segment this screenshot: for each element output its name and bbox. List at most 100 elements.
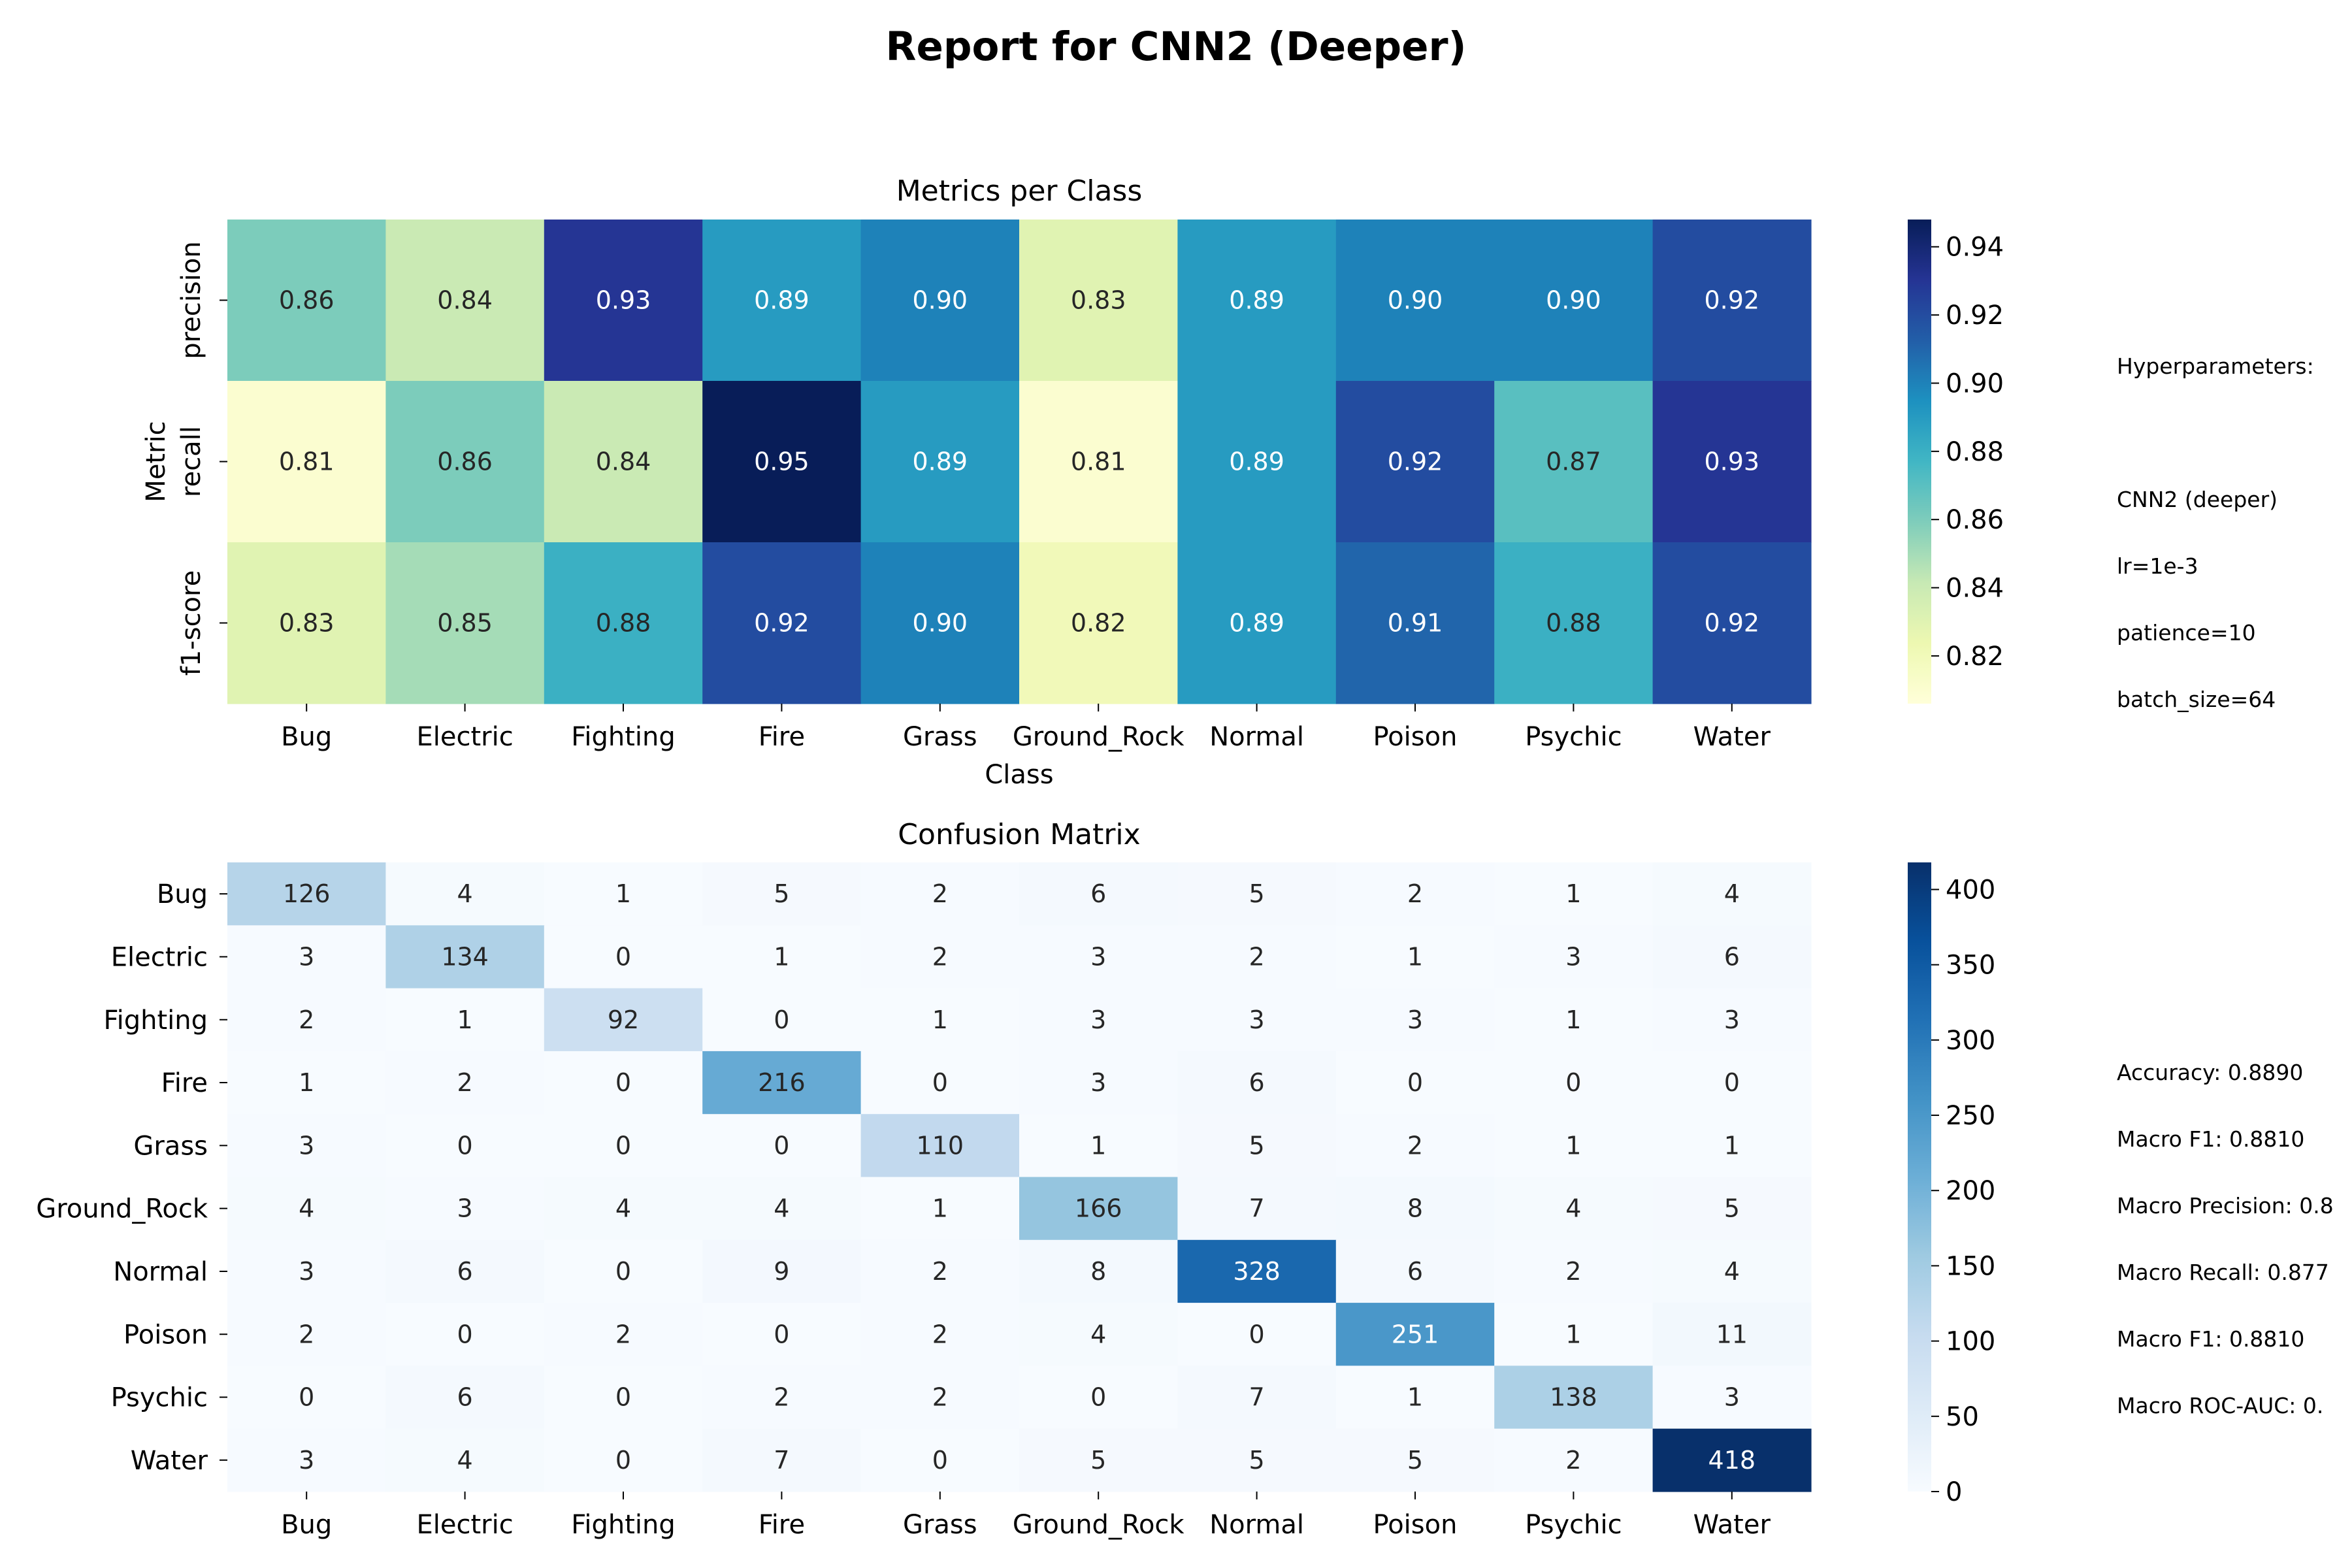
cell-value-label: 5: [1724, 1194, 1740, 1223]
cell-value-label: 0: [615, 1131, 631, 1160]
heatmap-cell: [860, 1303, 1020, 1366]
heatmap-cell: [860, 381, 1020, 543]
heatmap-cell: [860, 862, 1020, 926]
colorbar-tick-label: 0.92: [1946, 301, 2004, 331]
cell-value-label: 5: [1249, 1131, 1265, 1160]
cell-value-label: 1: [1565, 1131, 1581, 1160]
hyperparameters-header: Hyperparameters:: [2117, 353, 2314, 379]
heatmap-cell: [544, 542, 703, 704]
heatmap-cell: [1652, 862, 1812, 926]
heatmap-cell: [1494, 1303, 1654, 1366]
cell-value-label: 0: [774, 1005, 789, 1034]
x-tick-label: Normal: [1209, 722, 1304, 752]
heatmap-cell: [1652, 925, 1812, 989]
cell-value-label: 1: [1407, 1383, 1423, 1412]
cell-value-label: 2: [299, 1320, 314, 1348]
x-tick-label: Electric: [416, 1510, 513, 1540]
cell-value-label: 418: [1708, 1446, 1756, 1475]
heatmap-cell: [1177, 1177, 1337, 1241]
cell-value-label: 1: [1565, 879, 1581, 908]
heatmap-cell: [544, 220, 703, 382]
y-tick-label: Normal: [113, 1257, 208, 1287]
heatmap-cell: [860, 1365, 1020, 1429]
cell-value-label: 7: [1249, 1383, 1265, 1412]
heatmap-cell: [860, 1177, 1020, 1241]
x-tick-label: Poison: [1373, 722, 1458, 752]
colorbar-tick-label: 150: [1946, 1251, 1995, 1281]
heatmap-cell: [702, 381, 862, 543]
heatmap-cell: [385, 988, 545, 1052]
heatmap-cell: [227, 1051, 386, 1115]
cell-value-label: 11: [1716, 1320, 1748, 1348]
heatmap-cell: [1019, 1239, 1178, 1303]
heatmap-cell: [1335, 862, 1495, 926]
cell-value-label: 8: [1090, 1257, 1106, 1286]
cell-value-label: 1: [1724, 1131, 1740, 1160]
colorbar-tick-label: 0.94: [1946, 233, 2004, 263]
y-tick-label: Electric: [111, 942, 208, 972]
cell-value-label: 2: [1407, 1131, 1423, 1160]
heatmap-cell: [1177, 542, 1337, 704]
heatmap-cell: [385, 1239, 545, 1303]
heatmap-cell: [1652, 1239, 1812, 1303]
cell-value-label: 0.82: [1071, 609, 1126, 638]
heatmap-cell: [1019, 862, 1178, 926]
heatmap-cell: [860, 220, 1020, 382]
heatmap-cell: [1652, 1114, 1812, 1178]
summary-line: Accuracy: 0.8890: [2117, 1060, 2304, 1085]
cell-value-label: 7: [774, 1446, 789, 1475]
heatmap-cell: [1335, 988, 1495, 1052]
metrics-heatmap: Metrics per Class 0.86 0.84 0.93 0.89 0.90 0.8…: [141, 174, 2004, 790]
heatmap-cell: [860, 988, 1020, 1052]
cell-value-label: 3: [1724, 1383, 1740, 1412]
heatmap-cell: [227, 1303, 386, 1366]
cell-value-label: 0: [457, 1131, 473, 1160]
x-tick-label: Water: [1693, 722, 1771, 752]
x-tick-label: Bug: [281, 722, 332, 752]
heatmap-cell: [227, 862, 386, 926]
cell-value-label: 3: [299, 1446, 314, 1475]
cell-value-label: 4: [299, 1194, 314, 1223]
heatmap-cell: [1494, 1177, 1654, 1241]
cell-value-label: 0.90: [912, 286, 968, 315]
cell-value-label: 0.90: [1546, 286, 1601, 315]
cell-value-label: 0.90: [1388, 286, 1443, 315]
heatmap-cell: [1494, 925, 1654, 989]
heatmap-cell: [702, 1051, 862, 1115]
colorbar-tick-label: 100: [1946, 1327, 1995, 1357]
cell-value-label: 4: [1724, 879, 1740, 908]
heatmap-cell: [544, 381, 703, 543]
colorbar-tick-label: 0: [1946, 1477, 1962, 1507]
cell-value-label: 2: [299, 1005, 314, 1034]
cell-value-label: 4: [1090, 1320, 1106, 1348]
heatmap-cell: [227, 1177, 386, 1241]
cell-value-label: 5: [1249, 1446, 1265, 1475]
cell-value-label: 1: [1407, 942, 1423, 971]
cell-value-label: 0: [1565, 1068, 1581, 1097]
x-tick-label: Fire: [759, 722, 805, 752]
heatmap-cell: [1335, 1303, 1495, 1366]
cell-value-label: 0.81: [279, 448, 335, 476]
hyperparameters-panel: Hyperparameters: CNN2 (deeper) lr=1e-3 p…: [2117, 311, 2314, 733]
colorbar-tick-label: 50: [1946, 1402, 1979, 1432]
cell-value-label: 3: [299, 1131, 314, 1160]
heatmap-cell: [227, 1365, 386, 1429]
heatmap-cell: [1494, 381, 1654, 543]
heatmap-cell: [1177, 381, 1337, 543]
heatmap-cell: [1177, 1365, 1337, 1429]
cell-value-label: 110: [917, 1131, 964, 1160]
heatmap-cell: [385, 1177, 545, 1241]
heatmap-cell: [1652, 220, 1812, 382]
cell-value-label: 1: [457, 1005, 473, 1034]
cell-value-label: 0.83: [1071, 286, 1126, 315]
cell-value-label: 5: [774, 879, 789, 908]
heatmap-cell: [1177, 1239, 1337, 1303]
cell-value-label: 0.89: [1229, 609, 1284, 638]
cell-value-label: 251: [1392, 1320, 1439, 1348]
colorbar-tick-label: 0.84: [1946, 574, 2004, 604]
y-tick-label: Fighting: [104, 1005, 208, 1036]
cell-value-label: 4: [1724, 1257, 1740, 1286]
summary-line: Macro F1: 0.8810: [2117, 1326, 2305, 1352]
heatmap-cell: [860, 925, 1020, 989]
heatmap-cell: [1652, 381, 1812, 543]
